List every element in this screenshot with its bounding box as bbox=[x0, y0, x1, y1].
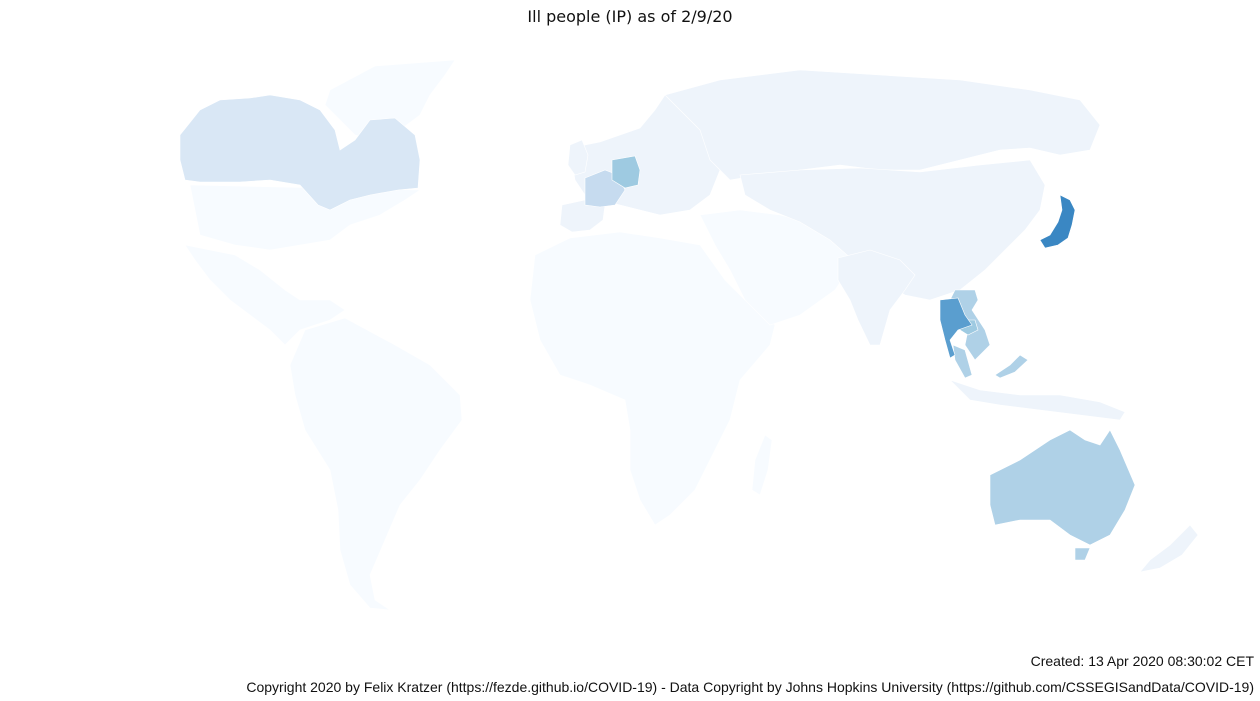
created-timestamp: Created: 13 Apr 2020 08:30:02 CET bbox=[1030, 653, 1254, 669]
map-title: Ill people (IP) as of 2/9/20 bbox=[527, 7, 733, 26]
region-russia-north-asia[interactable] bbox=[664, 69, 1101, 181]
region-malaysia[interactable] bbox=[952, 344, 973, 379]
region-greenland[interactable] bbox=[324, 59, 456, 141]
region-new-zealand[interactable] bbox=[1139, 524, 1199, 573]
region-japan[interactable] bbox=[1039, 194, 1076, 249]
region-australia[interactable] bbox=[989, 429, 1136, 561]
region-madagascar[interactable] bbox=[751, 434, 773, 496]
region-africa[interactable] bbox=[529, 231, 776, 526]
region-middle-east[interactable] bbox=[699, 209, 856, 326]
region-thailand[interactable] bbox=[939, 297, 973, 359]
region-indonesia[interactable] bbox=[949, 379, 1126, 421]
region-china-east-asia[interactable] bbox=[739, 159, 1046, 301]
copyright-notice: Copyright 2020 by Felix Kratzer (https:/… bbox=[246, 679, 1254, 695]
region-canada[interactable] bbox=[179, 94, 421, 211]
region-uk[interactable] bbox=[567, 139, 589, 176]
region-india[interactable] bbox=[837, 249, 916, 346]
region-malaysia-borneo[interactable] bbox=[994, 354, 1029, 379]
region-germany[interactable] bbox=[611, 155, 641, 189]
region-north-america-south[interactable] bbox=[184, 184, 421, 346]
region-south-america[interactable] bbox=[289, 317, 463, 611]
